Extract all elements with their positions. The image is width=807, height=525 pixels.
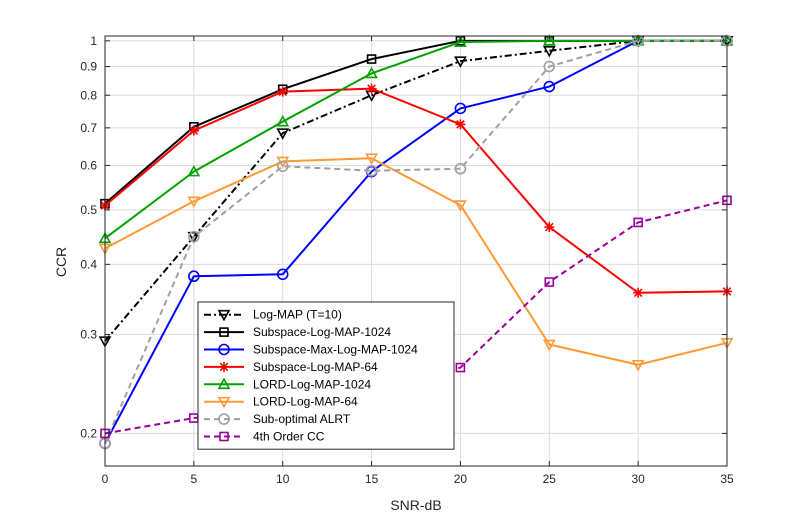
legend-entry: LORD-Log-MAP-1024 xyxy=(204,377,371,391)
data-point xyxy=(454,200,467,212)
y-tick-label: 0.8 xyxy=(80,88,97,102)
series-5 xyxy=(98,34,734,244)
data-point xyxy=(365,66,378,79)
legend-label: Subspace-Log-MAP-64 xyxy=(253,360,378,374)
data-point xyxy=(543,60,556,73)
x-tick-label: 25 xyxy=(543,472,557,486)
series-line xyxy=(104,39,727,444)
data-point xyxy=(542,339,556,352)
y-tick-label: 1 xyxy=(90,34,97,48)
asterisk-stroke xyxy=(219,362,229,372)
x-tick-label: 5 xyxy=(191,472,198,486)
data-point xyxy=(187,231,201,244)
legend-label: 4th Order CC xyxy=(253,430,325,444)
data-point xyxy=(277,86,288,97)
data-point xyxy=(365,164,378,177)
data-point xyxy=(365,153,378,165)
legend-entry: Log-MAP (T=10) xyxy=(204,308,342,322)
legend-label: LORD-Log-MAP-64 xyxy=(253,395,358,409)
data-point xyxy=(218,413,230,425)
data-point xyxy=(454,35,467,47)
data-point xyxy=(188,230,200,243)
data-point xyxy=(631,359,645,372)
plot-frame xyxy=(104,35,728,467)
y-tick-label: 0.5 xyxy=(80,203,97,217)
series-6 xyxy=(98,153,734,372)
legend-entry: 4th Order CC xyxy=(204,430,325,444)
data-point xyxy=(454,162,467,175)
data-point xyxy=(454,56,467,68)
series-line xyxy=(104,157,728,366)
data-point xyxy=(188,270,200,283)
y-tick-label: 0.3 xyxy=(80,328,97,342)
legend-entry: Subspace-Log-MAP-1024 xyxy=(204,325,391,339)
legend-label: Subspace-Max-Log-MAP-1024 xyxy=(253,343,418,357)
data-point xyxy=(219,431,229,442)
legend-entry: Sub-optimal ALRT xyxy=(204,412,351,426)
data-point xyxy=(631,34,645,46)
x-tick-label: 30 xyxy=(631,472,645,486)
data-point xyxy=(454,102,467,115)
data-point xyxy=(219,327,229,337)
data-point xyxy=(187,196,201,208)
data-point xyxy=(219,361,229,372)
asterisk-stroke xyxy=(189,126,199,135)
data-point xyxy=(276,128,290,140)
y-tick-label: 0.9 xyxy=(80,60,97,74)
data-point xyxy=(218,343,230,356)
data-point xyxy=(455,362,466,373)
data-point xyxy=(543,80,556,93)
data-point xyxy=(633,217,643,228)
data-point xyxy=(188,125,199,136)
legend: Log-MAP (T=10) Subspace-Log-MAP-1024 Subsp… xyxy=(197,301,455,450)
data-point xyxy=(366,83,377,94)
x-tick-label: 20 xyxy=(454,472,468,486)
data-point xyxy=(455,119,466,130)
x-tick-label: 10 xyxy=(276,472,290,486)
data-point xyxy=(542,45,556,58)
series-4 xyxy=(100,83,732,298)
legend-label: LORD-Log-MAP-1024 xyxy=(253,377,371,391)
data-point xyxy=(366,54,377,64)
data-point xyxy=(217,377,231,390)
asterisk-stroke xyxy=(633,288,643,298)
legend-label: Log-MAP (T=10) xyxy=(253,308,342,322)
data-point xyxy=(542,34,556,46)
legend-entry: LORD-Log-MAP-64 xyxy=(204,395,358,409)
legend-label: Sub-optimal ALRT xyxy=(253,412,351,426)
x-tick-label: 35 xyxy=(720,472,734,486)
asterisk-stroke xyxy=(544,222,554,232)
y-tick-label: 0.6 xyxy=(80,158,97,172)
x-tick-label: 0 xyxy=(102,472,109,486)
x-tick-label: 15 xyxy=(365,472,379,486)
data-point xyxy=(276,114,290,127)
legend-entry: Subspace-Log-MAP-64 xyxy=(204,360,378,374)
y-tick-label: 0.2 xyxy=(80,426,97,440)
series-line xyxy=(104,39,727,240)
asterisk-stroke xyxy=(367,84,376,93)
asterisk-stroke xyxy=(278,87,288,96)
series-line xyxy=(104,39,727,444)
x-axis-label: SNR-dB xyxy=(390,497,441,513)
data-point xyxy=(544,222,555,233)
data-point xyxy=(633,287,644,298)
legend-box xyxy=(197,301,455,450)
y-tick-label: 0.4 xyxy=(80,257,97,271)
y-axis-label: CCR xyxy=(53,247,69,277)
data-point xyxy=(276,160,289,173)
legend-label: Subspace-Log-MAP-1024 xyxy=(253,325,391,339)
y-tick-label: 0.7 xyxy=(80,121,97,135)
asterisk-stroke xyxy=(456,120,465,129)
data-point xyxy=(187,164,201,177)
axis-ticks: 0 5 10 15 20 25 30 35 0.2 0.3 0.4 0.5 0.6 0.7 0.8 0.9 1 xyxy=(80,34,734,486)
series-line xyxy=(104,87,728,294)
data-point xyxy=(276,268,289,281)
legend-entry: Subspace-Max-Log-MAP-1024 xyxy=(204,343,418,357)
data-point xyxy=(544,277,555,287)
data-point xyxy=(217,309,231,322)
data-point xyxy=(217,396,231,409)
